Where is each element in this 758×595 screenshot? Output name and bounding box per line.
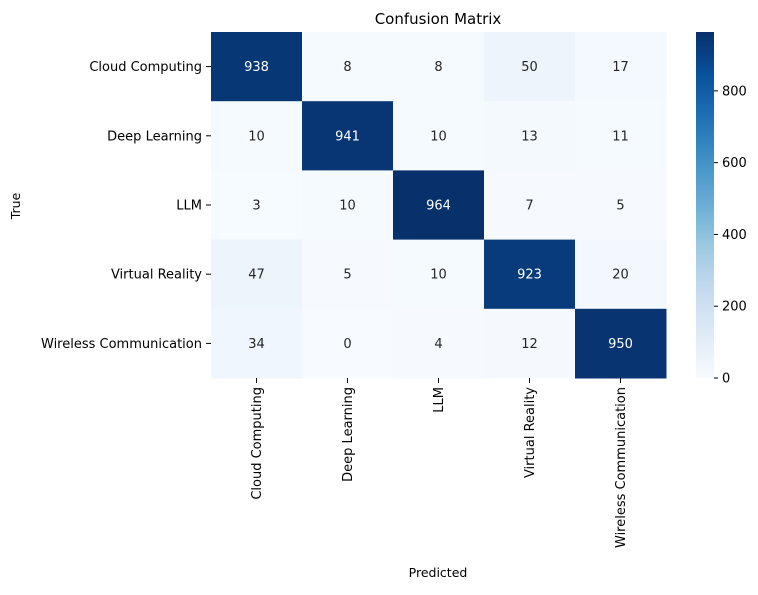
cell-value-label: 10	[339, 199, 356, 214]
heatmap-cell	[211, 308, 303, 379]
cell-value-label: 47	[248, 268, 265, 283]
heatmap-cell	[393, 32, 485, 102]
cell-value-label: 10	[430, 268, 447, 283]
cell-value-label: 20	[612, 268, 629, 283]
heatmap-cell	[302, 32, 394, 102]
cell-annotations: 938 8 8 50 17 10 941 10 13 11 3 10 964 7 5 47 5 10 923 20 34…	[244, 60, 633, 352]
cell-value-label: 34	[248, 337, 265, 352]
heatmap-cell	[393, 308, 485, 379]
heatmap-cell	[211, 170, 303, 241]
heatmap-cell	[575, 239, 667, 310]
cell-value-label: 10	[430, 129, 447, 144]
colorbar-tick-label: 400	[722, 228, 747, 243]
cell-value-label: 17	[612, 60, 629, 75]
cell-value-label: 0	[343, 337, 351, 352]
cell-value-label: 12	[521, 337, 538, 352]
y-tick-label: LLM	[176, 199, 202, 214]
cell-value-label: 923	[517, 268, 542, 283]
heatmap-cell	[393, 239, 485, 310]
cell-value-label: 5	[616, 199, 624, 214]
heatmap-cell	[575, 170, 667, 241]
heatmap-cell	[302, 101, 394, 171]
cell-value-label: 941	[335, 129, 360, 144]
heatmap-cell	[393, 170, 485, 241]
cell-value-label: 7	[525, 199, 533, 214]
x-tick-label: Deep Learning	[341, 387, 356, 482]
heatmap-cell	[484, 170, 576, 241]
heatmap-cell	[575, 101, 667, 171]
y-tick-label: Wireless Communication	[41, 337, 202, 352]
heatmap-cell	[211, 239, 303, 310]
cell-value-label: 8	[434, 60, 442, 75]
colorbar-tick-label: 200	[722, 300, 747, 315]
cell-value-label: 4	[434, 337, 442, 352]
heatmap-cell	[302, 170, 394, 241]
y-tick-label: Cloud Computing	[89, 60, 202, 75]
heatmap-cell	[302, 239, 394, 310]
cell-value-label: 938	[244, 60, 269, 75]
x-tick-label: Cloud Computing	[250, 387, 265, 500]
heatmap-cell	[484, 239, 576, 310]
x-tick-labels: Cloud Computing Deep Learning LLM Virtual R…	[250, 378, 629, 548]
heatmap-cell	[484, 32, 576, 102]
heatmap-cell	[211, 32, 303, 102]
cell-value-label: 950	[608, 337, 633, 352]
colorbar-tick-label: 600	[722, 156, 747, 171]
heatmap-cell	[575, 308, 667, 379]
cell-value-label: 5	[343, 268, 351, 283]
cell-value-label: 11	[612, 129, 629, 144]
cell-value-label: 13	[521, 129, 538, 144]
x-tick-label: Wireless Communication	[614, 387, 629, 548]
cell-value-label: 964	[426, 199, 451, 214]
heatmap-cell	[484, 101, 576, 171]
colorbar-tick-label: 0	[722, 372, 730, 387]
x-axis-label: Predicted	[409, 565, 468, 580]
y-tick-labels: Cloud Computing Deep Learning LLM Virtual R…	[41, 60, 211, 352]
cell-value-label: 8	[343, 60, 351, 75]
heatmap-cell	[575, 32, 667, 102]
x-tick-label: Virtual Reality	[523, 387, 538, 478]
chart-title: Confusion Matrix	[375, 10, 502, 28]
colorbar-gradient	[696, 32, 714, 378]
heatmap-cell	[393, 101, 485, 171]
cell-value-label: 3	[252, 199, 260, 214]
heatmap-cell	[302, 308, 394, 379]
colorbar: 0 200 400 600 800	[696, 32, 747, 387]
y-axis-label: True	[8, 192, 23, 220]
colorbar-tick-label: 800	[722, 84, 747, 99]
heatmap-cell	[211, 101, 303, 171]
cell-value-label: 10	[248, 129, 265, 144]
x-tick-label: LLM	[432, 387, 447, 413]
cell-value-label: 50	[521, 60, 538, 75]
y-tick-label: Virtual Reality	[111, 268, 202, 283]
heatmap-cells	[211, 32, 667, 379]
heatmap-cell	[484, 308, 576, 379]
y-tick-label: Deep Learning	[107, 129, 202, 144]
